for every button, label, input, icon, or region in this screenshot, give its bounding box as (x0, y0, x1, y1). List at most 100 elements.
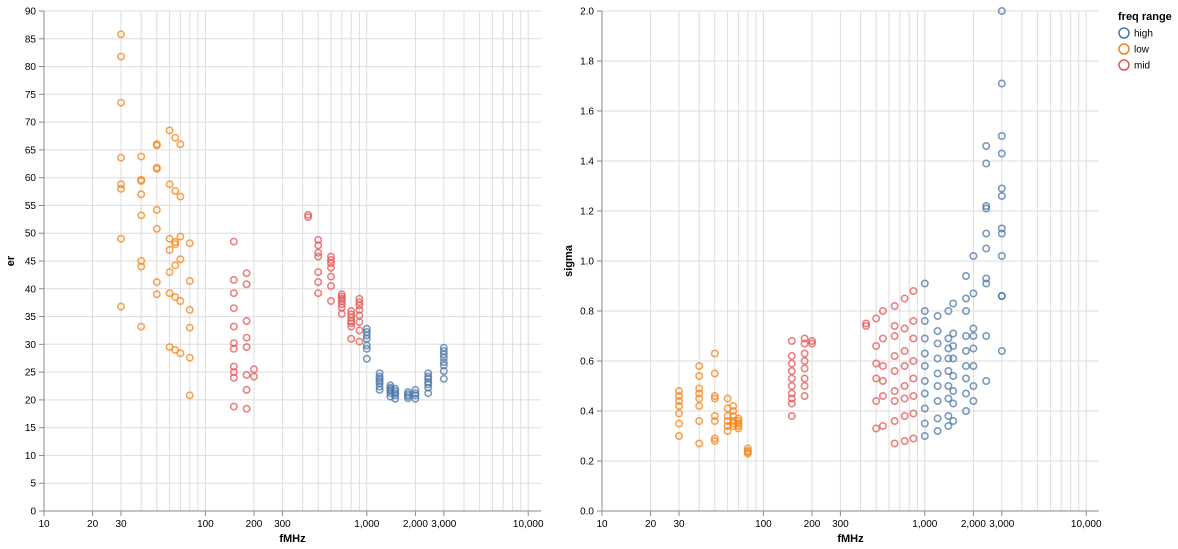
data-point-high (997, 291, 1006, 300)
y-tick-label: 0.2 (580, 457, 594, 468)
y-tick-label: 50 (25, 229, 37, 240)
y-tick-label: 70 (25, 118, 37, 129)
y-tick-label: 45 (25, 257, 37, 268)
data-point-mid (800, 374, 809, 383)
data-point-high (961, 306, 970, 315)
data-point-mid (872, 359, 881, 368)
data-point-mid (800, 339, 809, 348)
data-point-high (375, 369, 384, 378)
data-point-high (933, 381, 942, 390)
y-tick-label: 90 (25, 7, 37, 18)
data-point-high (949, 299, 958, 308)
series-mid (787, 286, 918, 448)
data-point-low (165, 289, 174, 298)
data-point-mid (787, 359, 796, 368)
data-point-high (997, 184, 1006, 193)
chart-2: 10 20 30 100 200 300 1,000 2,000 3,000 10,000 0.0 0… (563, 7, 1102, 546)
data-point-high (933, 369, 942, 378)
data-point-low (729, 406, 738, 415)
x-tick-label: 1,000 (354, 519, 379, 530)
data-point-low (176, 192, 185, 201)
data-point-mid (347, 319, 356, 328)
data-point-low (734, 414, 743, 423)
y-tick-label: 65 (25, 145, 37, 156)
data-point-low (674, 431, 683, 440)
data-point-high (944, 354, 953, 363)
data-point-mid (909, 374, 918, 383)
data-point-mid (872, 396, 881, 405)
x-tick-label: 100 (197, 519, 214, 530)
data-point-mid (909, 434, 918, 443)
x-tick-label: 3,000 (989, 519, 1014, 530)
x-tick-label: 2,000 (403, 519, 428, 530)
data-point-high (944, 366, 953, 375)
data-point-mid (800, 364, 809, 373)
data-point-low (176, 349, 185, 358)
data-point-mid (878, 421, 887, 430)
data-point-low (710, 391, 719, 400)
data-point-high (982, 279, 991, 288)
data-point-high (969, 252, 978, 261)
data-point-mid (900, 411, 909, 420)
data-point-low (176, 296, 185, 305)
data-point-mid (900, 294, 909, 303)
data-point-mid (229, 275, 238, 284)
x-tick-label: 200 (804, 519, 821, 530)
data-point-mid (337, 309, 346, 318)
data-point-high (920, 316, 929, 325)
data-point-mid (326, 296, 335, 305)
data-point-mid (242, 269, 251, 278)
data-point-high (424, 389, 433, 398)
data-point-mid (900, 436, 909, 445)
y-tick-label: 35 (25, 312, 37, 323)
x-axis-title: fMHz (279, 533, 306, 545)
data-point-high (362, 331, 371, 340)
data-point-high (411, 391, 420, 400)
grid-lines (43, 10, 541, 512)
data-point-high (982, 274, 991, 283)
data-point-low (137, 152, 146, 161)
data-point-low (171, 133, 180, 142)
data-point-low (734, 424, 743, 433)
data-point-high (920, 349, 929, 358)
data-point-low (674, 401, 683, 410)
data-point-mid (787, 381, 796, 390)
data-point-low (137, 322, 146, 331)
data-point-low (695, 384, 704, 393)
data-point-low (710, 434, 719, 443)
series-high (362, 324, 448, 403)
legend-item-high: high (1118, 27, 1153, 40)
data-point-low (117, 153, 126, 162)
data-point-high (982, 142, 991, 151)
data-point-high (997, 192, 1006, 201)
data-point-low (710, 416, 719, 425)
x-tick-label: 30 (115, 519, 127, 530)
data-point-high (969, 344, 978, 353)
data-point-mid (326, 259, 335, 268)
data-point-high (961, 389, 970, 398)
x-tick-label: 10,000 (1071, 519, 1102, 530)
data-point-mid (242, 333, 251, 342)
data-point-low (171, 240, 180, 249)
x-tick-label: 20 (87, 519, 99, 530)
data-point-high (933, 339, 942, 348)
data-point-high (949, 354, 958, 363)
data-point-mid (862, 319, 871, 328)
data-point-high (944, 394, 953, 403)
data-point-mid (787, 366, 796, 375)
data-point-mid (787, 374, 796, 383)
data-point-mid (787, 399, 796, 408)
data-point-high (439, 353, 448, 362)
data-point-high (933, 311, 942, 320)
data-point-low (137, 211, 146, 220)
data-point-low (743, 449, 752, 458)
data-point-low (729, 401, 738, 410)
data-point-high (439, 350, 448, 359)
data-point-mid (347, 334, 356, 343)
data-point-low (695, 389, 704, 398)
data-point-mid (242, 370, 251, 379)
data-point-low (695, 371, 704, 380)
data-point-high (961, 271, 970, 280)
data-point-low (695, 401, 704, 410)
